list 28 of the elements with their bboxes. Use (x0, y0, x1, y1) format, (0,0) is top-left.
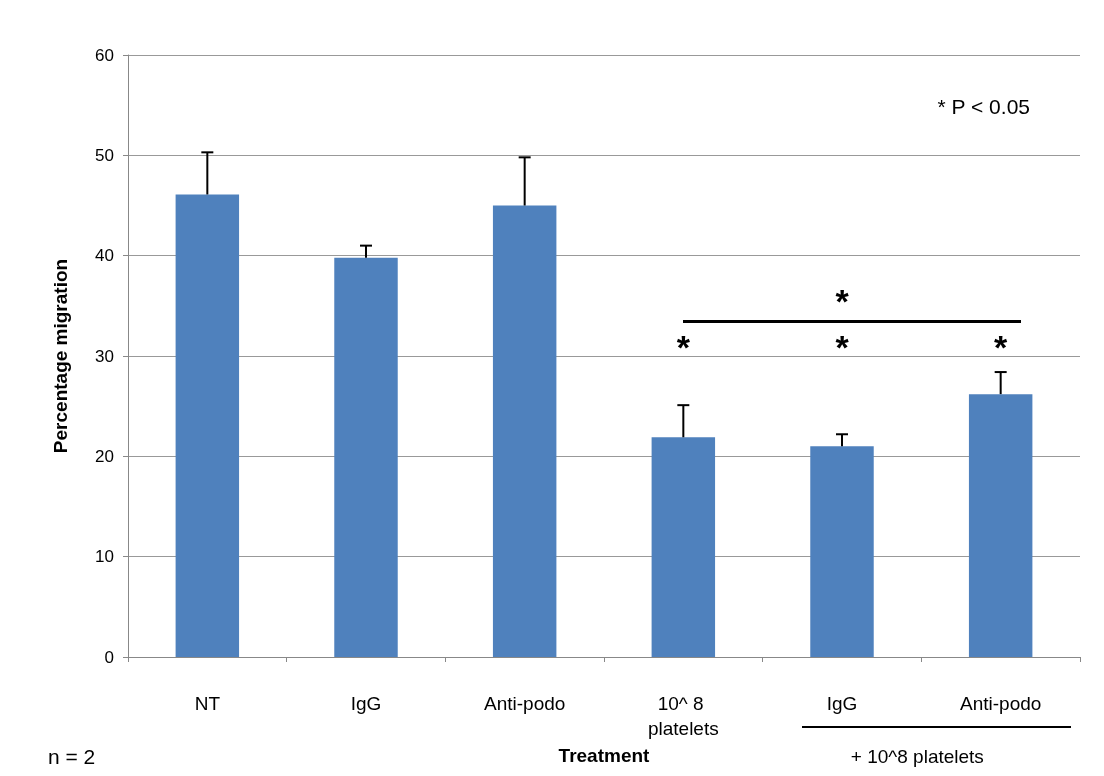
y-tick-label: 30 (95, 346, 114, 366)
x-tick-label: IgG (350, 693, 382, 714)
x-tick-label: NT (194, 693, 221, 714)
y-tick-label: 50 (95, 145, 114, 165)
x-tick-label: 10^ 8 platelets (647, 693, 719, 739)
annotation: * (835, 282, 850, 320)
bar (175, 194, 240, 657)
y-tick-label: 10 (95, 547, 114, 567)
annotation: * (835, 328, 850, 366)
bar (334, 257, 398, 657)
y-tick-label: 0 (104, 647, 114, 667)
x-tick-label: Anti-podo (959, 693, 1042, 714)
text: + 10^8 platelets (850, 745, 984, 767)
text: n = 2 (48, 744, 96, 768)
y-tick-label: 60 (95, 45, 114, 65)
bar (651, 437, 716, 657)
annotation: * (676, 328, 691, 366)
bar (968, 394, 1033, 657)
annotation: * (994, 328, 1009, 366)
x-axis-title: Treatment (558, 744, 651, 766)
bar (810, 446, 874, 657)
y-tick-label: 20 (95, 446, 114, 466)
x-tick-label: Anti-podo (483, 693, 566, 714)
annotation: * P < 0.05 (937, 94, 1030, 118)
x-tick-label: IgG (826, 693, 858, 714)
y-axis-title: Percentage migration (50, 258, 71, 454)
bar (492, 205, 557, 657)
y-tick-label: 40 (95, 246, 114, 266)
